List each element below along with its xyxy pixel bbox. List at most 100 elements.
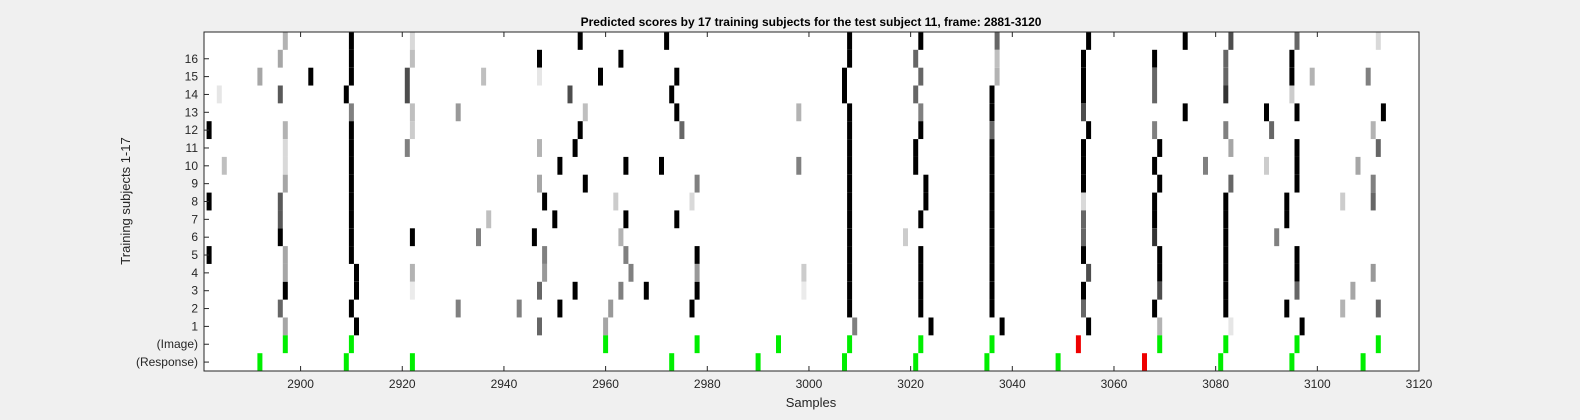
score-mark — [1264, 103, 1269, 122]
score-mark — [1294, 281, 1300, 300]
score-mark — [842, 67, 847, 86]
score-mark — [1081, 228, 1086, 247]
score-mark — [282, 246, 288, 264]
score-mark — [918, 281, 924, 300]
score-mark — [999, 317, 1005, 336]
score-mark — [1264, 156, 1269, 175]
score-mark — [537, 317, 542, 336]
score-mark — [348, 299, 354, 318]
score-mark — [282, 174, 288, 193]
score-mark — [537, 139, 542, 157]
score-mark — [409, 49, 415, 68]
image-marker — [1223, 335, 1229, 354]
score-mark — [1223, 210, 1229, 229]
score-mark — [989, 246, 995, 264]
score-mark — [1086, 263, 1092, 282]
response-marker — [984, 353, 990, 372]
response-marker — [257, 353, 263, 372]
image-marker — [847, 335, 853, 354]
score-mark — [918, 263, 924, 282]
image-marker — [1075, 335, 1081, 354]
image-marker — [1157, 335, 1163, 354]
score-mark — [918, 103, 924, 122]
score-mark — [1223, 67, 1229, 86]
score-mark — [1370, 192, 1376, 211]
score-mark — [989, 281, 995, 300]
score-mark — [404, 85, 410, 104]
score-mark — [216, 85, 222, 104]
image-marker — [989, 335, 995, 354]
score-mark — [1228, 139, 1234, 157]
score-mark — [989, 139, 995, 157]
score-mark — [1157, 139, 1163, 157]
score-mark — [689, 192, 695, 211]
y-tick-label: 8 — [191, 195, 198, 209]
y-tick-label: 7 — [191, 212, 198, 226]
y-tick-label: 1 — [191, 319, 198, 333]
score-mark — [1370, 263, 1376, 282]
score-mark — [1340, 192, 1346, 211]
score-mark — [994, 67, 1000, 86]
score-mark — [1294, 103, 1300, 122]
score-mark — [608, 299, 614, 318]
score-mark — [354, 281, 359, 300]
score-mark — [796, 156, 802, 175]
score-mark — [1152, 121, 1158, 140]
score-mark — [1081, 67, 1086, 86]
y-tick-label: (Response) — [136, 355, 198, 369]
x-tick-label: 3000 — [796, 377, 823, 391]
score-mark — [623, 246, 629, 264]
score-mark — [1086, 32, 1092, 50]
score-mark — [918, 210, 924, 229]
x-tick-label: 2980 — [694, 377, 721, 391]
score-mark — [923, 174, 929, 193]
score-mark — [542, 263, 548, 282]
score-mark — [1223, 263, 1229, 282]
image-marker — [1294, 335, 1300, 354]
score-mark — [1223, 228, 1229, 247]
score-mark — [1086, 121, 1092, 140]
score-mark — [277, 299, 283, 318]
score-mark — [348, 228, 354, 247]
score-mark — [277, 85, 283, 104]
x-tick-label: 3120 — [1406, 377, 1433, 391]
score-mark — [1370, 174, 1376, 193]
x-tick-label: 3020 — [897, 377, 924, 391]
score-mark — [277, 228, 283, 247]
score-mark — [989, 85, 995, 104]
score-mark — [282, 156, 288, 175]
response-marker — [1289, 353, 1295, 372]
score-mark — [409, 32, 415, 50]
score-mark — [1081, 156, 1086, 175]
score-mark — [572, 281, 578, 300]
score-mark — [282, 317, 288, 336]
score-mark — [1152, 67, 1158, 86]
score-mark — [206, 121, 212, 140]
score-mark — [537, 281, 542, 300]
score-mark — [679, 121, 685, 140]
score-mark — [618, 281, 624, 300]
score-mark — [1152, 228, 1158, 247]
score-mark — [1157, 317, 1163, 336]
score-mark — [476, 228, 481, 247]
score-mark — [1223, 121, 1229, 140]
score-mark — [1228, 317, 1234, 336]
score-mark — [577, 32, 583, 50]
score-mark — [1081, 174, 1086, 193]
score-mark — [643, 281, 649, 300]
score-mark — [694, 263, 700, 282]
score-mark — [913, 156, 919, 175]
score-mark — [206, 246, 212, 264]
score-mark — [582, 174, 588, 193]
score-mark — [674, 103, 680, 122]
score-mark — [603, 317, 609, 336]
score-mark — [348, 49, 354, 68]
score-mark — [628, 263, 634, 282]
score-mark — [918, 121, 924, 140]
score-mark — [847, 263, 853, 282]
score-mark — [847, 49, 853, 68]
score-mark — [409, 281, 415, 300]
score-mark — [1289, 85, 1295, 104]
score-mark — [913, 139, 919, 157]
score-mark — [1365, 67, 1371, 86]
